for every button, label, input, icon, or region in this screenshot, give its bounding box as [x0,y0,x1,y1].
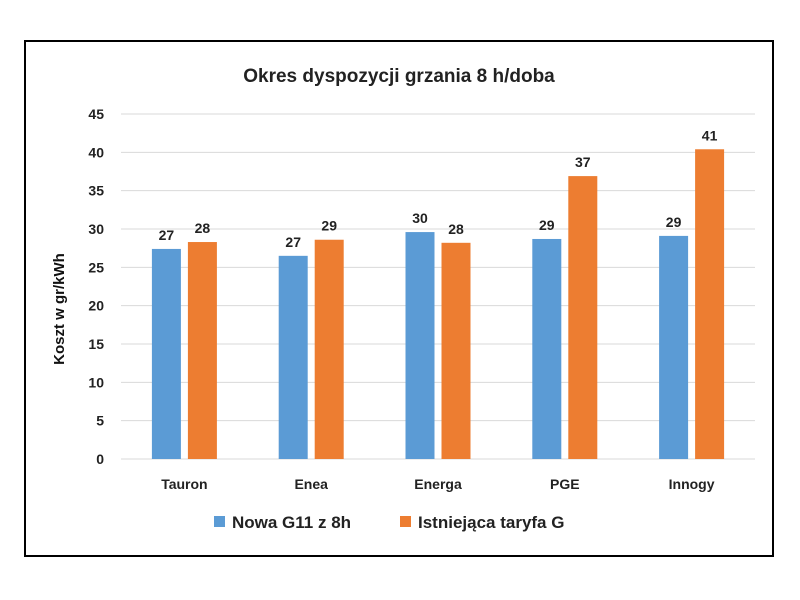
y-axis-label: Koszt w gr/kWh [51,253,68,365]
y-tick-label: 10 [88,374,104,390]
data-label: 29 [666,214,682,230]
data-label: 41 [702,127,718,143]
legend-label: Nowa G11 z 8h [232,513,351,532]
y-tick-label: 15 [88,336,104,352]
x-axis-ticks: Tauron Enea Energa PGE Innogy [161,476,715,492]
x-tick-label: Enea [294,476,328,492]
bar [187,242,217,459]
bar [695,149,725,459]
bar [659,235,689,459]
bar [532,238,562,459]
bars [151,149,725,459]
data-labels: 27 28 27 29 30 28 29 37 29 41 [159,127,718,250]
legend-label: Istniejąca taryfa G [418,513,564,532]
y-tick-label: 5 [96,413,104,429]
bar [568,176,598,459]
data-label: 29 [321,218,337,234]
bar [278,255,308,459]
x-tick-label: Tauron [161,476,207,492]
y-tick-label: 20 [88,298,104,314]
y-tick-label: 25 [88,259,104,275]
bar [151,248,181,459]
chart-title: Okres dyspozycji grzania 8 h/doba [243,66,555,87]
data-label: 27 [159,227,175,243]
data-label: 28 [195,220,211,236]
data-label: 29 [539,217,555,233]
bar [314,239,344,459]
gridlines [121,113,755,460]
y-tick-label: 30 [88,221,104,237]
y-tick-label: 45 [88,106,104,122]
legend-swatch [400,516,411,527]
bar-chart: Okres dyspozycji grzania 8 h/doba Koszt … [51,66,755,532]
legend-swatch [214,516,225,527]
legend: Nowa G11 z 8h Istniejąca taryfa G [214,513,564,532]
y-tick-label: 0 [96,451,104,467]
y-tick-label: 35 [88,183,104,199]
x-tick-label: Innogy [669,476,715,492]
x-tick-label: PGE [550,476,580,492]
chart-frame: Okres dyspozycji grzania 8 h/doba Koszt … [24,40,774,557]
data-label: 37 [575,154,591,170]
data-label: 27 [285,234,301,250]
y-tick-label: 40 [88,144,104,160]
bar [405,232,435,459]
data-label: 30 [412,210,428,226]
y-axis-ticks: 0 5 10 15 20 25 30 35 40 45 [88,106,104,467]
data-label: 28 [448,221,464,237]
x-tick-label: Energa [414,476,462,492]
bar [441,242,471,459]
